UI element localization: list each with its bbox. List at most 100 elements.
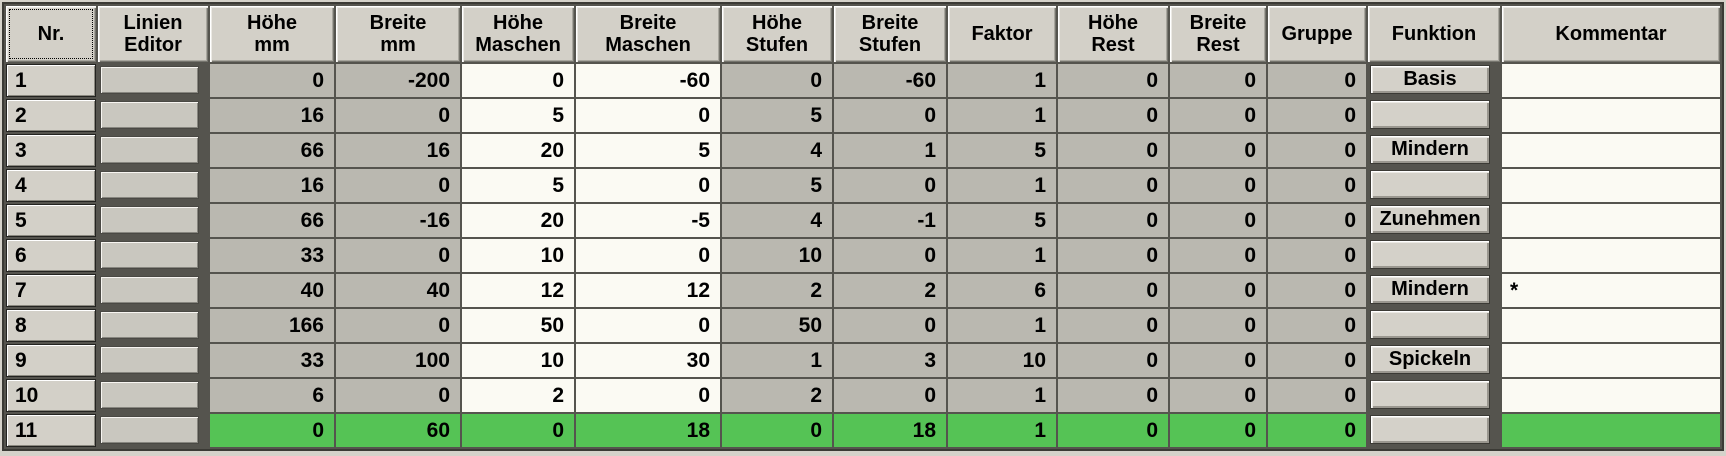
funktion-button[interactable]: Spickeln [1370, 345, 1490, 374]
hoehe-mm-cell[interactable]: 33 [210, 239, 334, 272]
gruppe-cell[interactable]: 0 [1268, 309, 1366, 342]
column-header-breite-rest[interactable]: Breite Rest [1170, 6, 1266, 62]
funktion-button[interactable] [1370, 380, 1490, 409]
linien-editor-button[interactable] [100, 171, 199, 199]
breite-stufen-cell[interactable]: 0 [834, 99, 946, 132]
row-number-cell[interactable]: 10 [6, 379, 96, 412]
hoehe-maschen-cell[interactable]: 50 [462, 309, 574, 342]
row-number-cell[interactable]: 6 [6, 239, 96, 272]
kommentar-cell[interactable] [1502, 239, 1720, 272]
kommentar-cell[interactable] [1502, 344, 1720, 377]
hoehe-mm-cell[interactable]: 0 [210, 414, 334, 447]
column-header-hoehe-rest[interactable]: Höhe Rest [1058, 6, 1168, 62]
linien-editor-button[interactable] [100, 311, 199, 339]
gruppe-cell[interactable]: 0 [1268, 239, 1366, 272]
hoehe-stufen-cell[interactable]: 0 [722, 64, 832, 97]
hoehe-stufen-cell[interactable]: 1 [722, 344, 832, 377]
breite-mm-cell[interactable]: 60 [336, 414, 460, 447]
row-number-cell[interactable]: 8 [6, 309, 96, 342]
breite-mm-cell[interactable]: 40 [336, 274, 460, 307]
hoehe-stufen-cell[interactable]: 0 [722, 414, 832, 447]
gruppe-cell[interactable]: 0 [1268, 379, 1366, 412]
kommentar-cell[interactable] [1502, 379, 1720, 412]
hoehe-stufen-cell[interactable]: 5 [722, 169, 832, 202]
hoehe-rest-cell[interactable]: 0 [1058, 309, 1168, 342]
linien-editor-button[interactable] [100, 346, 199, 374]
gruppe-cell[interactable]: 0 [1268, 414, 1366, 447]
faktor-cell[interactable]: 1 [948, 309, 1056, 342]
gruppe-cell[interactable]: 0 [1268, 99, 1366, 132]
row-number-cell[interactable]: 2 [6, 99, 96, 132]
gruppe-cell[interactable]: 0 [1268, 204, 1366, 237]
breite-stufen-cell[interactable]: 0 [834, 239, 946, 272]
breite-maschen-cell[interactable]: 30 [576, 344, 720, 377]
column-header-faktor[interactable]: Faktor [948, 6, 1056, 62]
funktion-button[interactable] [1370, 100, 1490, 129]
breite-stufen-cell[interactable]: 0 [834, 169, 946, 202]
funktion-button[interactable]: Mindern [1370, 275, 1490, 304]
row-number-cell[interactable]: 7 [6, 274, 96, 307]
hoehe-maschen-cell[interactable]: 10 [462, 239, 574, 272]
funktion-button[interactable] [1370, 415, 1490, 444]
hoehe-maschen-cell[interactable]: 0 [462, 414, 574, 447]
hoehe-stufen-cell[interactable]: 2 [722, 379, 832, 412]
breite-stufen-cell[interactable]: 2 [834, 274, 946, 307]
hoehe-maschen-cell[interactable]: 20 [462, 134, 574, 167]
hoehe-rest-cell[interactable]: 0 [1058, 64, 1168, 97]
hoehe-maschen-cell[interactable]: 12 [462, 274, 574, 307]
breite-stufen-cell[interactable]: 3 [834, 344, 946, 377]
breite-stufen-cell[interactable]: 18 [834, 414, 946, 447]
hoehe-mm-cell[interactable]: 166 [210, 309, 334, 342]
hoehe-maschen-cell[interactable]: 20 [462, 204, 574, 237]
breite-mm-cell[interactable]: 100 [336, 344, 460, 377]
breite-stufen-cell[interactable]: -60 [834, 64, 946, 97]
breite-maschen-cell[interactable]: -60 [576, 64, 720, 97]
breite-maschen-cell[interactable]: 0 [576, 309, 720, 342]
hoehe-stufen-cell[interactable]: 10 [722, 239, 832, 272]
breite-mm-cell[interactable]: 0 [336, 169, 460, 202]
column-header-kommentar[interactable]: Kommentar [1502, 6, 1720, 62]
column-header-breite-maschen[interactable]: Breite Maschen [576, 6, 720, 62]
gruppe-cell[interactable]: 0 [1268, 169, 1366, 202]
breite-mm-cell[interactable]: 0 [336, 99, 460, 132]
breite-rest-cell[interactable]: 0 [1170, 344, 1266, 377]
faktor-cell[interactable]: 1 [948, 169, 1056, 202]
breite-mm-cell[interactable]: -16 [336, 204, 460, 237]
breite-mm-cell[interactable]: 16 [336, 134, 460, 167]
hoehe-stufen-cell[interactable]: 5 [722, 99, 832, 132]
hoehe-stufen-cell[interactable]: 50 [722, 309, 832, 342]
faktor-cell[interactable]: 1 [948, 99, 1056, 132]
hoehe-mm-cell[interactable]: 0 [210, 64, 334, 97]
kommentar-cell[interactable] [1502, 309, 1720, 342]
kommentar-cell[interactable] [1502, 204, 1720, 237]
hoehe-rest-cell[interactable]: 0 [1058, 239, 1168, 272]
breite-maschen-cell[interactable]: 5 [576, 134, 720, 167]
faktor-cell[interactable]: 1 [948, 64, 1056, 97]
column-header-gruppe[interactable]: Gruppe [1268, 6, 1366, 62]
hoehe-mm-cell[interactable]: 16 [210, 169, 334, 202]
hoehe-mm-cell[interactable]: 6 [210, 379, 334, 412]
gruppe-cell[interactable]: 0 [1268, 274, 1366, 307]
funktion-button[interactable]: Mindern [1370, 135, 1490, 164]
kommentar-cell[interactable] [1502, 64, 1720, 97]
breite-maschen-cell[interactable]: 0 [576, 169, 720, 202]
kommentar-cell[interactable] [1502, 134, 1720, 167]
breite-rest-cell[interactable]: 0 [1170, 204, 1266, 237]
hoehe-stufen-cell[interactable]: 2 [722, 274, 832, 307]
gruppe-cell[interactable]: 0 [1268, 64, 1366, 97]
hoehe-mm-cell[interactable]: 66 [210, 134, 334, 167]
hoehe-rest-cell[interactable]: 0 [1058, 344, 1168, 377]
linien-editor-button[interactable] [100, 101, 199, 129]
row-number-cell[interactable]: 11 [6, 414, 96, 447]
breite-stufen-cell[interactable]: -1 [834, 204, 946, 237]
breite-rest-cell[interactable]: 0 [1170, 309, 1266, 342]
linien-editor-button[interactable] [100, 241, 199, 269]
breite-maschen-cell[interactable]: 0 [576, 379, 720, 412]
hoehe-mm-cell[interactable]: 16 [210, 99, 334, 132]
breite-maschen-cell[interactable]: -5 [576, 204, 720, 237]
hoehe-rest-cell[interactable]: 0 [1058, 169, 1168, 202]
faktor-cell[interactable]: 6 [948, 274, 1056, 307]
hoehe-maschen-cell[interactable]: 0 [462, 64, 574, 97]
row-number-cell[interactable]: 4 [6, 169, 96, 202]
gruppe-cell[interactable]: 0 [1268, 344, 1366, 377]
